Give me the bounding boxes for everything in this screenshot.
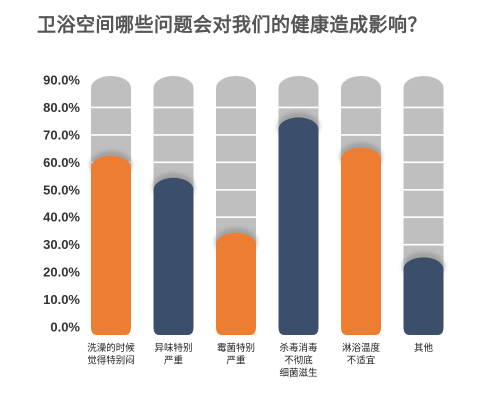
bar-base [91,327,131,335]
y-tick-label: 80.0% [43,100,80,115]
x-tick-label: 淋浴温度不适宜 [342,342,381,367]
x-tick-label-line: 异味特别 [154,342,192,354]
x-axis: 洗澡的时候觉得特别闷异味特别严重霉菌特别严重杀毒消毒不彻底细菌滋生淋浴温度不适宜… [87,342,433,379]
bar-track-cap [153,76,194,100]
bar-base [278,327,319,335]
x-tick-label-line: 其他 [414,342,434,354]
bar-group [402,76,445,335]
bar-group [277,76,320,335]
x-tick-label: 洗澡的时候觉得特别闷 [87,342,135,367]
x-tick-label: 异味特别严重 [154,342,192,367]
y-tick-label: 40.0% [43,210,80,225]
x-tick-label-line: 杀毒消毒 [279,342,318,354]
bar-cap [153,177,194,202]
y-tick-label: 60.0% [43,155,80,170]
bar-base [403,327,444,335]
bars [90,76,445,335]
y-tick-label: 90.0% [43,73,80,88]
bar-base [341,327,381,335]
x-tick-label-line: 严重 [226,355,246,367]
y-tick-label: 30.0% [43,237,80,252]
bar-track-cap [278,76,319,100]
bar [153,189,194,327]
chart-title: 卫浴空间哪些问题会对我们的健康造成影响？ [37,14,428,36]
bar [216,244,256,327]
x-tick-label-line: 洗澡的时候 [87,342,135,354]
bar-group [90,76,132,335]
bar-track-cap [91,76,131,100]
y-tick-label: 50.0% [43,182,80,197]
bar-track-cap [216,76,256,100]
bar [341,159,381,327]
x-tick-label-line: 淋浴温度 [342,342,381,354]
y-tick-label: 20.0% [43,265,80,280]
bar-track-cap [403,76,444,100]
x-tick-label: 霉菌特别严重 [217,342,255,367]
x-tick-label: 杀毒消毒不彻底细菌滋生 [279,342,318,379]
x-tick-label-line: 不适宜 [347,355,376,367]
bar [91,167,131,327]
bar-base [216,327,256,335]
bar-track-cap [341,76,381,100]
bar-group [215,76,257,335]
bar-cap [216,232,256,257]
x-tick-label-line: 细菌滋生 [279,367,318,379]
bar-group [340,76,382,335]
x-tick-label-line: 霉菌特别 [217,342,255,354]
bar-cap [91,155,131,180]
bar-cap [278,117,319,142]
bar-base [153,327,194,335]
y-tick-label: 0.0% [50,320,80,335]
bar [278,129,319,327]
x-tick-label-line: 不彻底 [284,355,313,367]
bar-group [152,76,195,335]
y-tick-label: 10.0% [43,292,80,307]
x-tick-label-line: 严重 [164,355,184,367]
y-axis: 0.0% 10.0% 20.0% 30.0% 40.0% 50.0% 60.0% 70.0% 8… [43,73,80,335]
x-tick-label: 其他 [414,342,434,354]
bar-cap [341,147,381,172]
bar-cap [403,257,444,282]
y-tick-label: 70.0% [43,127,80,142]
x-tick-label-line: 觉得特别闷 [87,355,135,367]
